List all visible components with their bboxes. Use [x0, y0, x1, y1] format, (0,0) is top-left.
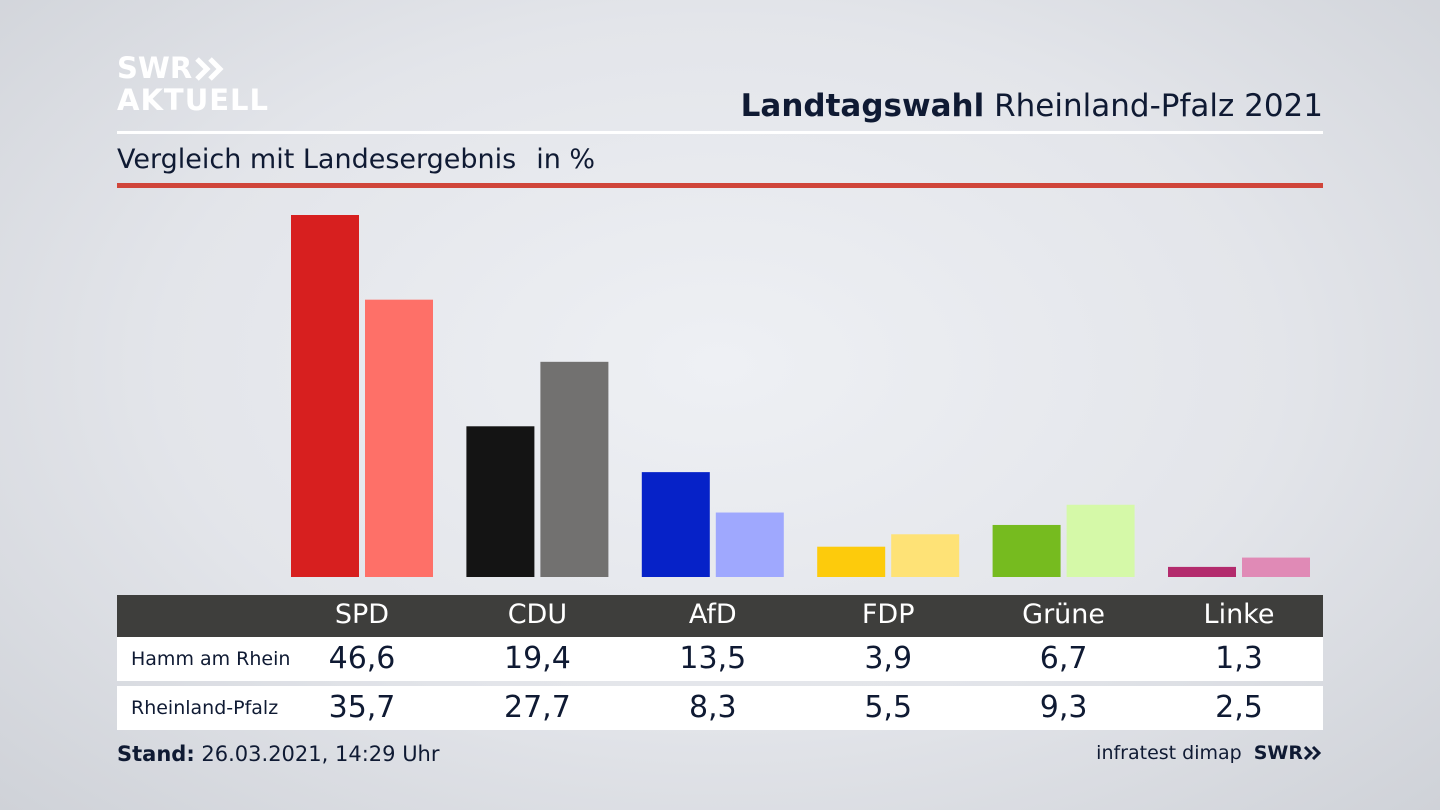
value-cell: 8,3: [688, 690, 737, 725]
value-cell: 19,4: [503, 641, 571, 676]
double-chevron-icon: [195, 56, 224, 81]
category-label: AfD: [688, 599, 737, 630]
value-cell: 27,7: [503, 690, 571, 725]
source-text: infratest dimap: [1096, 742, 1242, 764]
bar-linke-state: [1242, 557, 1310, 577]
table-row: Rheinland-Pfalz 35,7 27,7 8,3 5,5 9,3 2,5: [117, 686, 1323, 730]
value-cell: 46,6: [328, 641, 396, 676]
category-label: Grüne: [1022, 599, 1106, 630]
row-label: Hamm am Rhein: [131, 648, 291, 670]
brand-text: SWR: [1253, 742, 1303, 764]
stand-value: 26.03.2021, 14:29 Uhr: [201, 742, 440, 766]
double-chevron-icon: [1303, 745, 1322, 761]
value-cell: 1,3: [1215, 641, 1263, 676]
bar-cdu-state: [540, 361, 609, 577]
page-title: Landtagswahl Rheinland-Pfalz 2021: [741, 88, 1323, 124]
logo-line2: AKTUELL: [117, 83, 270, 117]
table-row: Hamm am Rhein 46,6 19,4 13,5 3,9 6,7 1,3: [117, 637, 1323, 681]
subtitle-text: Vergleich mit Landesergebnis: [117, 144, 517, 175]
bar-fdp-state: [891, 534, 960, 577]
bar-afd-local: [641, 472, 710, 577]
value-cell: 2,5: [1215, 690, 1263, 725]
chart-subtitle: Vergleich mit Landesergebnis in %: [117, 144, 595, 175]
bar-afd-state: [715, 512, 784, 577]
value-cell: 6,7: [1039, 641, 1088, 676]
swr-aktuell-logo: SWR AKTUELL: [117, 54, 269, 115]
subtitle-divider: [117, 183, 1323, 188]
row-label: Rheinland-Pfalz: [131, 697, 279, 719]
title-bold: Landtagswahl: [740, 88, 985, 124]
value-cell: 3,9: [864, 641, 913, 676]
bar-grüne-local: [992, 524, 1061, 577]
category-label: CDU: [507, 599, 568, 630]
subtitle-unit: in %: [536, 144, 596, 175]
timestamp: Stand: 26.03.2021, 14:29 Uhr: [117, 742, 440, 766]
bar-linke-local: [1168, 566, 1236, 577]
header-divider: [117, 131, 1323, 134]
swr-brand: SWR: [1254, 742, 1323, 764]
results-table: SPD CDU AfD FDP Grüne Linke Hamm am Rhein 46,…: [117, 595, 1323, 730]
category-label: Linke: [1203, 599, 1275, 630]
logo-line1: SWR: [117, 51, 193, 85]
bar-spd-state: [365, 299, 433, 577]
source-credit: infratest dimap SWR: [1096, 742, 1323, 764]
table-header: SPD CDU AfD FDP Grüne Linke: [117, 595, 1323, 637]
bar-cdu-local: [466, 426, 535, 577]
value-cell: 9,3: [1039, 690, 1088, 725]
value-cell: 35,7: [328, 690, 396, 725]
category-label: FDP: [861, 599, 915, 630]
bar-grüne-state: [1066, 504, 1135, 577]
title-rest: Rheinland-Pfalz 2021: [994, 88, 1323, 124]
value-cell: 13,5: [679, 641, 747, 676]
bar-fdp-local: [817, 546, 886, 577]
value-cell: 5,5: [864, 690, 913, 725]
stand-label: Stand:: [117, 742, 195, 766]
bar-spd-local: [291, 215, 359, 577]
category-label: SPD: [334, 599, 390, 630]
